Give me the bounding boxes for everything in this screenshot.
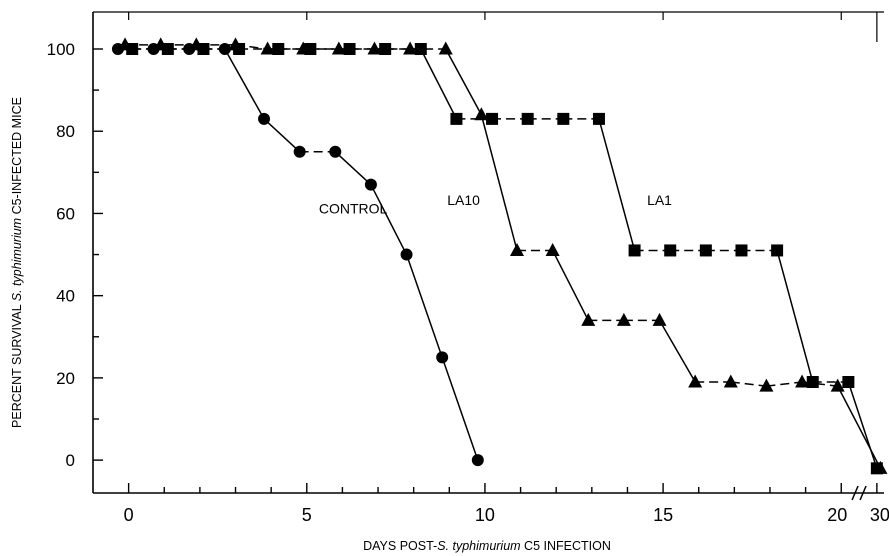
x-tick-label: 15 bbox=[653, 505, 673, 525]
marker-la1 bbox=[592, 112, 605, 125]
marker-la10 bbox=[723, 374, 738, 388]
series-segment-control bbox=[441, 357, 479, 461]
marker-la10 bbox=[581, 312, 596, 326]
series-segment-la1 bbox=[776, 250, 814, 383]
y-tick-label: 40 bbox=[56, 287, 75, 306]
series-markers bbox=[111, 37, 888, 475]
series-segment-la10 bbox=[551, 250, 589, 321]
marker-la1 bbox=[379, 43, 392, 55]
marker-la1 bbox=[486, 112, 499, 125]
marker-la1 bbox=[126, 43, 139, 55]
marker-la1 bbox=[343, 43, 356, 55]
x-tick-label: 30 bbox=[870, 505, 889, 525]
x-tick-label: 0 bbox=[124, 505, 134, 525]
marker-la1 bbox=[161, 43, 174, 55]
marker-control bbox=[329, 145, 342, 158]
series-segment-la10 bbox=[480, 114, 518, 251]
series-segment-la1 bbox=[598, 118, 636, 251]
marker-control bbox=[218, 43, 231, 55]
series-segment-la1 bbox=[420, 48, 458, 120]
marker-la10 bbox=[510, 242, 525, 256]
text-labels: 0 20 40 60 80 100 0 5 10 15 20 30 DAYS POST-S. typhi… bbox=[10, 40, 889, 553]
y-tick-label: 80 bbox=[56, 122, 75, 141]
marker-la10 bbox=[403, 41, 418, 55]
series-segment-control bbox=[224, 48, 265, 120]
axis-break-mark bbox=[851, 485, 859, 501]
series-segment-control bbox=[334, 151, 372, 186]
series-annotation: LA1 bbox=[647, 192, 672, 208]
series-lines bbox=[117, 44, 882, 469]
y-tick-label: 100 bbox=[47, 40, 75, 59]
marker-control bbox=[436, 351, 449, 364]
marker-la1 bbox=[197, 43, 210, 55]
series-annotation: LA10 bbox=[447, 192, 480, 208]
marker-la1 bbox=[735, 244, 748, 257]
marker-la10 bbox=[545, 242, 560, 256]
x-axis-title: DAYS POST-S. typhimurium C5 INFECTION bbox=[363, 539, 611, 553]
marker-la10 bbox=[795, 374, 810, 388]
marker-la10 bbox=[367, 41, 382, 55]
marker-la10 bbox=[260, 41, 275, 55]
marker-la1 bbox=[521, 112, 534, 125]
y-tick-label: 0 bbox=[66, 451, 75, 470]
marker-la1 bbox=[272, 43, 285, 55]
y-axis-title: PERCENT SURVIVAL S. typhimurium C5-INFEC… bbox=[10, 97, 24, 428]
marker-la1 bbox=[450, 112, 463, 125]
marker-la1 bbox=[699, 244, 712, 257]
axis-break-mark bbox=[859, 485, 867, 501]
marker-la1 bbox=[628, 244, 641, 257]
marker-la1 bbox=[233, 43, 246, 55]
marker-control bbox=[293, 145, 306, 158]
marker-la1 bbox=[664, 244, 677, 257]
marker-la10 bbox=[830, 378, 845, 392]
series-segment-la10 bbox=[658, 319, 696, 383]
marker-la1 bbox=[870, 462, 883, 475]
marker-control bbox=[364, 178, 377, 191]
series-segment-la10 bbox=[445, 48, 483, 116]
marker-la10 bbox=[759, 378, 774, 392]
marker-la10 bbox=[474, 107, 489, 121]
x-tick-label: 20 bbox=[827, 505, 847, 525]
marker-control bbox=[471, 454, 484, 467]
marker-la1 bbox=[414, 43, 427, 55]
marker-la1 bbox=[557, 112, 570, 125]
marker-la10 bbox=[688, 374, 703, 388]
marker-la10 bbox=[331, 41, 346, 55]
marker-la10 bbox=[616, 312, 631, 326]
series-annotation: CONTROL bbox=[319, 200, 388, 216]
series-segment-la10 bbox=[730, 381, 767, 387]
series-segment-la10 bbox=[837, 385, 882, 469]
series-segment-la1 bbox=[847, 381, 878, 469]
marker-la1 bbox=[771, 244, 784, 257]
series-segment-control bbox=[405, 254, 443, 358]
marker-control bbox=[258, 112, 271, 125]
x-tick-label: 5 bbox=[302, 505, 312, 525]
y-tick-label: 60 bbox=[56, 204, 75, 223]
marker-la1 bbox=[842, 376, 855, 388]
marker-la1 bbox=[806, 376, 819, 388]
series-segment-control bbox=[370, 184, 408, 255]
marker-la10 bbox=[438, 41, 453, 55]
series-segment-control bbox=[263, 118, 301, 153]
marker-la1 bbox=[304, 43, 317, 55]
axes bbox=[92, 11, 884, 501]
x-tick-label: 10 bbox=[475, 505, 495, 525]
y-tick-label: 20 bbox=[56, 369, 75, 388]
marker-la10 bbox=[652, 312, 667, 326]
series-segment-la10 bbox=[766, 381, 803, 387]
marker-control bbox=[400, 248, 413, 261]
